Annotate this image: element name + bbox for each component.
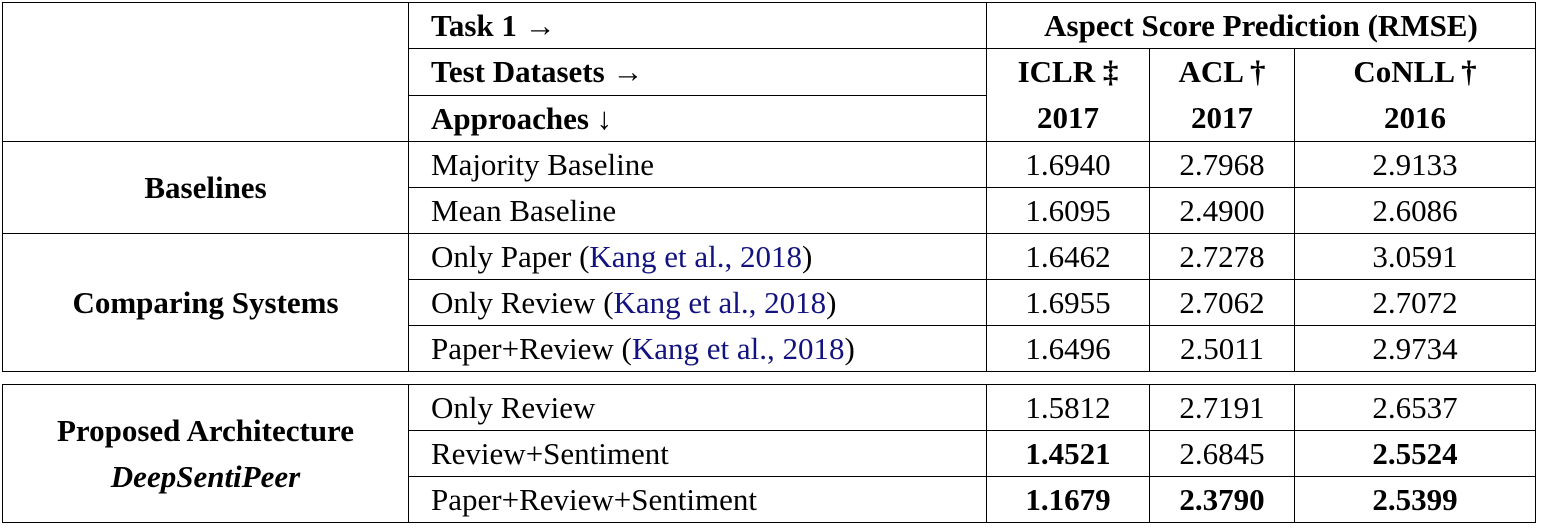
column-header-iclr-name: ICLR ‡ bbox=[1017, 54, 1119, 89]
table-row: Paper+Review (Kang et al., 2018) 1.6496 … bbox=[3, 325, 1536, 372]
citation-link[interactable]: Kang et al., 2018 bbox=[631, 331, 845, 366]
results-table-bottom: Proposed Architecture DeepSentiPeer Only… bbox=[2, 384, 1536, 523]
value-cell: 1.5812 bbox=[986, 384, 1150, 431]
table-row: Baselines Majority Baseline 1.6940 2.796… bbox=[2, 141, 1536, 234]
column-header-acl: ACL † 2017 bbox=[1149, 48, 1295, 142]
value-cell: 1.6095 bbox=[986, 187, 1150, 234]
value-cell: 2.7062 bbox=[1149, 279, 1295, 326]
table-row: Comparing Systems Only Paper (Kang et al… bbox=[2, 233, 1536, 372]
value-cell: 2.5399 bbox=[1294, 476, 1536, 523]
value-cell: 1.6462 bbox=[986, 233, 1150, 280]
group-label-comparing: Comparing Systems bbox=[2, 233, 409, 372]
table-row: Paper+Review+Sentiment 1.1679 2.3790 2.5… bbox=[3, 476, 1536, 523]
value-cell: 2.7278 bbox=[1149, 233, 1295, 280]
table-row: Review+Sentiment 1.4521 2.6845 2.5524 bbox=[3, 430, 1536, 477]
table-row: Only Review (Kang et al., 2018) 1.6955 2… bbox=[3, 279, 1536, 326]
approaches-label: Approaches ↓ bbox=[408, 94, 987, 142]
approach-cell: Review+Sentiment bbox=[408, 430, 987, 477]
approach-cell: Paper+Review (Kang et al., 2018) bbox=[408, 325, 987, 372]
value-cell: 2.3790 bbox=[1149, 476, 1295, 523]
approach-cell: Paper+Review+Sentiment bbox=[408, 476, 987, 523]
value-cell: 2.7968 bbox=[1149, 141, 1295, 188]
value-cell: 2.7072 bbox=[1294, 279, 1536, 326]
approach-cell: Majority Baseline bbox=[408, 141, 987, 188]
value-cell: 2.4900 bbox=[1149, 187, 1295, 234]
task-title: Aspect Score Prediction (RMSE) bbox=[986, 2, 1536, 49]
approach-close: ) bbox=[802, 239, 813, 274]
task-label: Task 1 → bbox=[408, 2, 987, 49]
column-header-conll-name: CoNLL † bbox=[1353, 54, 1477, 89]
value-cell: 1.6496 bbox=[986, 325, 1150, 372]
empty-corner-cell bbox=[2, 2, 409, 142]
value-cell: 2.9734 bbox=[1294, 325, 1536, 372]
column-header-conll: CoNLL † 2016 bbox=[1294, 48, 1536, 142]
citation-link[interactable]: Kang et al., 2018 bbox=[613, 285, 827, 320]
approach-text: Only Paper ( bbox=[431, 239, 590, 274]
column-header-acl-name: ACL † bbox=[1178, 54, 1266, 89]
column-header-conll-year: 2016 bbox=[1384, 100, 1446, 135]
proposed-architecture-label: Proposed Architecture bbox=[56, 412, 355, 448]
value-cell: 1.6955 bbox=[986, 279, 1150, 326]
approach-cell: Only Review bbox=[408, 384, 987, 431]
proposed-model-name: DeepSentiPeer bbox=[110, 458, 301, 494]
value-cell: 3.0591 bbox=[1294, 233, 1536, 280]
column-header-acl-year: 2017 bbox=[1191, 100, 1253, 135]
group-label-proposed: Proposed Architecture DeepSentiPeer bbox=[2, 384, 409, 523]
approach-cell: Mean Baseline bbox=[408, 187, 987, 234]
table-row: Proposed Architecture DeepSentiPeer Only… bbox=[2, 384, 1536, 523]
group-label-baselines: Baselines bbox=[2, 141, 409, 234]
approach-cell: Only Review (Kang et al., 2018) bbox=[408, 279, 987, 326]
approach-close: ) bbox=[844, 331, 855, 366]
approach-text: Only Review ( bbox=[431, 285, 614, 320]
value-cell: 2.9133 bbox=[1294, 141, 1536, 188]
value-cell: 2.6537 bbox=[1294, 384, 1536, 431]
results-table-top: Task 1 → Aspect Score Prediction (RMSE) … bbox=[2, 2, 1536, 372]
approach-close: ) bbox=[826, 285, 837, 320]
approach-cell: Only Paper (Kang et al., 2018) bbox=[408, 233, 987, 280]
value-cell: 1.6940 bbox=[986, 141, 1150, 188]
approach-text: Paper+Review ( bbox=[431, 331, 632, 366]
value-cell: 2.5011 bbox=[1149, 325, 1295, 372]
citation-link[interactable]: Kang et al., 2018 bbox=[589, 239, 803, 274]
column-header-iclr-year: 2017 bbox=[1037, 100, 1099, 135]
column-header-iclr: ICLR ‡ 2017 bbox=[986, 48, 1150, 142]
value-cell: 2.6086 bbox=[1294, 187, 1536, 234]
value-cell: 1.4521 bbox=[986, 430, 1150, 477]
value-cell: 2.7191 bbox=[1149, 384, 1295, 431]
value-cell: 2.5524 bbox=[1294, 430, 1536, 477]
value-cell: 1.1679 bbox=[986, 476, 1150, 523]
test-datasets-label: Test Datasets → bbox=[408, 48, 987, 96]
value-cell: 2.6845 bbox=[1149, 430, 1295, 477]
